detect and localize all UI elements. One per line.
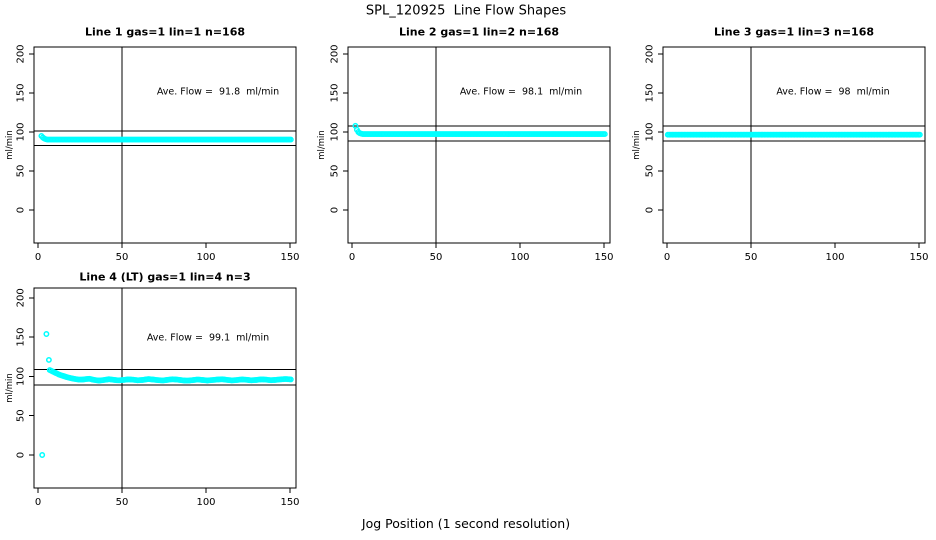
y-tick-label: 100 [330, 122, 341, 141]
x-tick-label: 0 [349, 252, 355, 263]
y-tick-label: 0 [330, 207, 341, 213]
y-tick-label: 0 [16, 207, 27, 213]
y-tick-label: 150 [16, 328, 27, 347]
panel-3-yaxis-label: ml/min [631, 130, 642, 160]
x-tick-label: 50 [116, 497, 129, 508]
x-tick-label: 0 [664, 252, 670, 263]
y-tick-label: 50 [16, 409, 27, 422]
panel-3: 0 50 100 150 0 50 100 150 200 [645, 44, 929, 263]
panel-1-title: Line 1 gas=1 lin=1 n=168 [84, 25, 246, 39]
data-point [45, 356, 52, 363]
data-point [601, 131, 608, 138]
x-tick-label: 150 [280, 252, 299, 263]
x-tick-label: 50 [745, 252, 758, 263]
y-tick-label: 100 [16, 367, 27, 386]
panel-4-title: Line 4 (LT) gas=1 lin=4 n=3 [79, 270, 251, 284]
x-tick-label: 50 [430, 252, 443, 263]
panel-box-3 [662, 46, 926, 244]
y-tick-label: 100 [645, 122, 656, 141]
panel-1-annotation: Ave. Flow = 91.8 ml/min [156, 86, 280, 98]
panel-4-yaxis-label: ml/min [4, 373, 15, 403]
panel-3-annotation: Ave. Flow = 98 ml/min [776, 86, 890, 98]
x-tick-label: 0 [35, 252, 41, 263]
x-tick-label: 150 [909, 252, 928, 263]
plot-dynamic-layer: 0 50 100 150 0 50 100 150 200 0 50 100 150 0 50 100 150 2… [16, 44, 929, 508]
y-tick-label: 50 [645, 165, 656, 178]
panel-4: 0 50 100 150 0 50 100 150 200 [16, 288, 300, 508]
y-tick-label: 0 [645, 207, 656, 213]
y-tick-label: 200 [16, 288, 27, 307]
x-tick-label: 150 [594, 252, 613, 263]
x-tick-label: 50 [116, 252, 129, 263]
panel-2-yaxis-label: ml/min [316, 130, 327, 160]
y-tick-label: 150 [330, 83, 341, 102]
panel-1-yaxis-label: ml/min [4, 130, 15, 160]
y-tick-label: 100 [16, 122, 27, 141]
panel-box-1 [33, 46, 297, 244]
panel-1: 0 50 100 150 0 50 100 150 200 [16, 44, 300, 263]
data-point [43, 331, 50, 337]
data-point [39, 452, 46, 458]
panel-4-annotation: Ave. Flow = 99.1 ml/min [146, 332, 270, 344]
x-tick-label: 100 [196, 497, 215, 508]
y-tick-label: 150 [16, 83, 27, 102]
data-point [287, 136, 294, 143]
x-tick-label: 0 [35, 497, 41, 508]
panel-2-annotation: Ave. Flow = 98.1 ml/min [459, 86, 583, 98]
data-point [287, 376, 294, 383]
y-tick-label: 0 [16, 452, 27, 458]
panel-3-title: Line 3 gas=1 lin=3 n=168 [713, 25, 875, 39]
panel-box-2 [347, 46, 611, 244]
xaxis-label: Jog Position (1 second resolution) [361, 515, 571, 531]
data-point [916, 131, 923, 138]
x-tick-label: 100 [196, 252, 215, 263]
y-tick-label: 150 [645, 83, 656, 102]
x-tick-label: 150 [280, 497, 299, 508]
y-tick-label: 200 [330, 44, 341, 63]
y-tick-label: 200 [16, 44, 27, 63]
y-tick-label: 50 [16, 165, 27, 178]
x-tick-label: 100 [825, 252, 844, 263]
panel-2-title: Line 2 gas=1 lin=2 n=168 [398, 25, 560, 39]
y-tick-label: 200 [645, 44, 656, 63]
figure-title: SPL_120925 Line Flow Shapes [365, 3, 567, 19]
panel-box-4 [33, 287, 297, 489]
y-tick-label: 50 [330, 165, 341, 178]
panel-2: 0 50 100 150 0 50 100 150 200 [330, 44, 614, 263]
x-tick-label: 100 [510, 252, 529, 263]
